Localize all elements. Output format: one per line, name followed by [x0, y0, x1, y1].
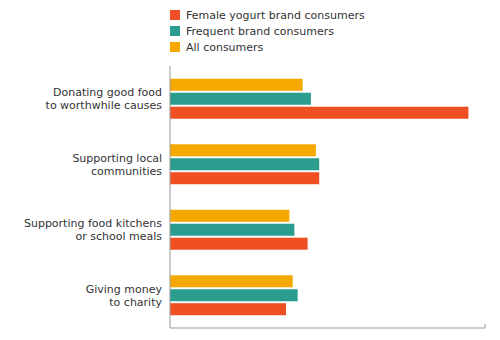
legend-label: Female yogurt brand consumers — [186, 9, 365, 22]
bar — [170, 144, 316, 156]
category-label: Supporting localcommunities — [72, 152, 162, 178]
bars — [170, 79, 468, 315]
bar — [170, 238, 308, 250]
bar — [170, 107, 468, 119]
bar — [170, 289, 298, 301]
bar — [170, 158, 319, 170]
bar — [170, 172, 319, 184]
bar — [170, 210, 289, 222]
legend-swatch — [170, 42, 180, 52]
category-label: Supporting food kitchensor school meals — [24, 217, 162, 243]
legend-label: Frequent brand consumers — [186, 25, 334, 38]
legend-swatch — [170, 10, 180, 20]
legend-label: All consumers — [186, 41, 264, 54]
category-label: Donating good foodto worthwhile causes — [46, 86, 163, 112]
bar — [170, 79, 303, 91]
chart-container: Female yogurt brand consumers Frequent br… — [0, 0, 500, 340]
legend: Female yogurt brand consumers Frequent br… — [170, 9, 365, 54]
chart-svg: Female yogurt brand consumers Frequent br… — [0, 0, 500, 340]
bar — [170, 224, 294, 236]
y-axis-line — [170, 66, 171, 328]
legend-swatch — [170, 26, 180, 36]
bar — [170, 93, 311, 105]
x-axis-line — [170, 328, 485, 329]
bar — [170, 275, 293, 287]
x-range-end — [485, 324, 486, 328]
bar — [170, 303, 286, 315]
category-label: Giving moneyto charity — [86, 283, 163, 309]
